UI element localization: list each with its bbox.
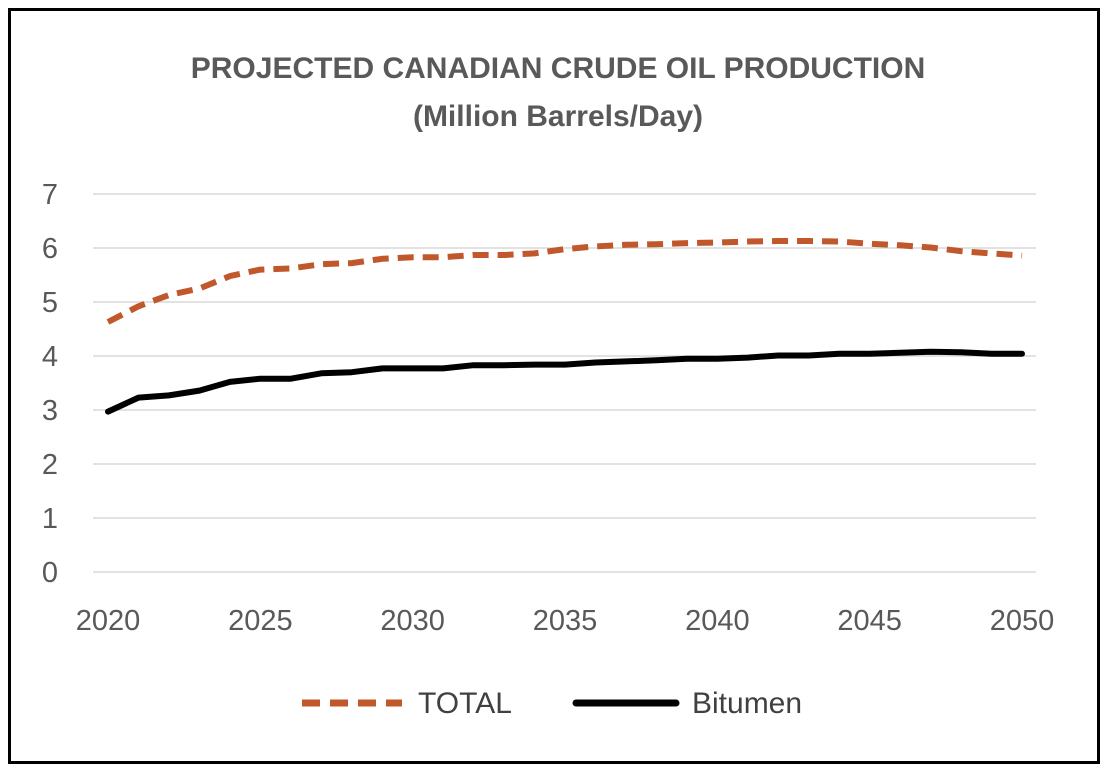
legend-label-bitumen: Bitumen	[692, 687, 802, 720]
chart-subtitle: (Million Barrels/Day)	[412, 100, 704, 133]
x-tick-label: 2020	[76, 605, 141, 637]
x-tick-label: 2050	[990, 605, 1055, 637]
y-tick-label: 1	[42, 503, 58, 535]
series-line-bitumen	[105, 348, 1025, 415]
y-tick-label: 4	[42, 341, 58, 373]
y-tick-label: 3	[42, 395, 58, 427]
x-tick-label: 2030	[380, 605, 445, 637]
y-tick-label: 2	[42, 449, 58, 481]
y-tick-label: 5	[42, 287, 58, 319]
legend: TOTAL Bitumen	[302, 687, 802, 720]
series-lines	[105, 238, 1025, 415]
x-tick-label: 2040	[685, 605, 750, 637]
chart-title: PROJECTED CANADIAN CRUDE OIL PRODUCTION	[190, 52, 926, 85]
y-tick-label: 0	[42, 557, 58, 589]
y-tick-label: 7	[42, 179, 58, 211]
x-tick-label: 2045	[837, 605, 902, 637]
x-tick-label: 2025	[228, 605, 293, 637]
gridlines	[93, 193, 1036, 573]
chart-frame	[8, 8, 1100, 764]
legend-label-total: TOTAL	[418, 687, 512, 720]
series-line-total	[106, 238, 1023, 325]
x-axis-ticks: 2020 2025 2030 2035 2040 2045 2050	[76, 605, 1055, 637]
y-tick-label: 6	[42, 233, 58, 265]
y-axis-ticks: 0 1 2 3 4 5 6 7	[42, 179, 58, 589]
x-tick-label: 2035	[533, 605, 598, 637]
